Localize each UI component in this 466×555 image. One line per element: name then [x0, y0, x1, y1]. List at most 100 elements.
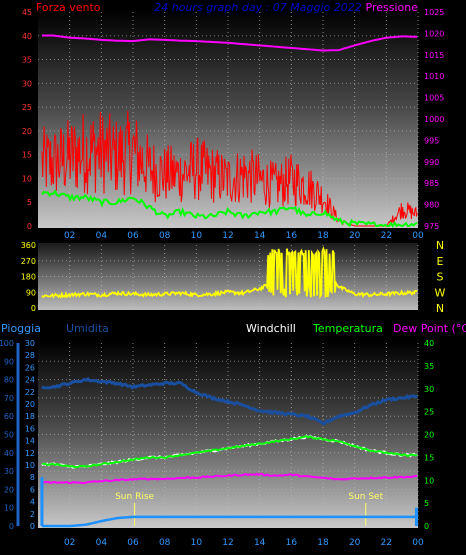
- sun-markers: Sun Rise Sun Set: [115, 492, 384, 526]
- wind-axis-title: Forza vento: [36, 1, 101, 14]
- pressure-axis-tick-label: 1005: [424, 94, 444, 103]
- temperature-axis: 0 5 10 15 20 25 30 35 40: [424, 339, 434, 531]
- humidity-label: Umidita: [66, 322, 109, 335]
- temperature-axis-tick-label: 20: [424, 431, 434, 440]
- p3-x-tick-label: 18: [317, 538, 329, 548]
- temperature-axis-tick-label: 5: [424, 499, 429, 508]
- compass-label: N: [436, 302, 444, 315]
- wind-direction-grid: [38, 245, 419, 308]
- wind-axis-tick-label: 0: [27, 222, 32, 231]
- temperature-axis-tick-label: 10: [424, 476, 434, 485]
- dewpoint-label: Dew Point (°C): [393, 322, 466, 335]
- p3-x-tick-label: 20: [349, 538, 361, 548]
- wind-axis-tick-label: 25: [22, 103, 32, 112]
- p1-x-tick-label: 08: [159, 231, 171, 241]
- pressure-axis-tick-label: 985: [424, 179, 439, 188]
- p1-x-tick-label: 16: [286, 231, 298, 241]
- p3-x-tick-label: 16: [286, 538, 298, 548]
- p1-x-tick-label: 12: [222, 231, 233, 241]
- rain-label: Pioggia: [1, 322, 41, 335]
- pressure-axis: 975 980 985 990 995 1000 1005 1010 1015 1020 1025: [424, 8, 444, 231]
- pressure-axis-tick-label: 1015: [424, 51, 444, 60]
- weather-series: [40, 377, 418, 528]
- pressure-axis-tick-label: 995: [424, 136, 439, 145]
- temperature-label: Temperatura: [312, 322, 383, 335]
- humidity-axis-tick-label: 10: [4, 504, 14, 513]
- rain-axis-tick-label: 22: [25, 388, 35, 397]
- weather-grid: [38, 343, 419, 526]
- direction-axis-tick-label: 270: [21, 257, 36, 266]
- chart-title: 24 hours graph day : 07 Maggio 2022: [154, 1, 362, 14]
- wind-axis-tick-label: 10: [22, 174, 32, 183]
- rain-line: [42, 515, 418, 528]
- wind-direction-axis: 0 90 180 270 360: [21, 241, 36, 313]
- windchill-label: Windchill: [246, 322, 296, 335]
- wind-axis-tick-label: 35: [22, 56, 32, 65]
- compass-label: N: [436, 239, 444, 252]
- compass-label: S: [437, 271, 444, 284]
- p3-x-tick-label: 00: [412, 538, 424, 548]
- temperature-axis-tick-label: 0: [424, 522, 429, 531]
- sunrise-label: Sun Rise: [115, 492, 154, 502]
- rain-axis-tick-label: 26: [25, 363, 35, 372]
- pressure-axis-tick-label: 1020: [424, 29, 444, 38]
- p1-x-tick-label: 18: [317, 231, 329, 241]
- rain-axis-tick-label: 10: [25, 461, 35, 470]
- pressure-axis-tick-label: 1010: [424, 72, 444, 81]
- wind-axis-tick-label: 20: [22, 127, 32, 136]
- rain-axis-tick-label: 16: [25, 424, 35, 433]
- humidity-axis-tick-label: 20: [4, 485, 14, 494]
- pressure-axis-tick-label: 980: [424, 201, 439, 210]
- humidity-axis-tick-label: 80: [4, 376, 14, 385]
- p3-x-tick-label: 10: [191, 538, 203, 548]
- wind-direction-line: [41, 246, 418, 300]
- temperature-axis-tick-label: 25: [424, 408, 434, 417]
- pressure-axis-tick-label: 975: [424, 222, 439, 231]
- humidity-axis-tick-label: 50: [4, 431, 14, 440]
- p1-x-tick-label: 06: [127, 231, 139, 241]
- humidity-axis-tick-label: 70: [4, 394, 14, 403]
- dewpoint-line: [41, 472, 418, 485]
- p1-x-tick-label: 22: [381, 231, 392, 241]
- compass-label: W: [435, 286, 446, 299]
- temperature-axis-tick-label: 30: [424, 385, 434, 394]
- pressure-axis-title: Pressione: [366, 1, 419, 14]
- rain-axis: 0 10 20 30 40 50 60 70 80 90 100: [0, 339, 20, 531]
- pressure-axis-tick-label: 1000: [424, 115, 444, 124]
- p3-x-tick-label: 06: [127, 538, 139, 548]
- rain-axis-tick-label: 4: [30, 498, 35, 507]
- p1-x-tick-label: 10: [191, 231, 203, 241]
- wind-speed-axis: 0 5 10 15 20 25 30 35 40 45: [22, 8, 32, 231]
- rain-axis-tick-label: 0: [30, 522, 35, 531]
- humidity-axis-tick-label: 100: [0, 339, 14, 348]
- wind-axis-tick-label: 40: [22, 32, 32, 41]
- rain-axis-tick-label: 8: [30, 473, 35, 482]
- compass-label: E: [437, 255, 444, 268]
- humidity-axis-tick-label: 40: [4, 449, 14, 458]
- pressure-line: [42, 34, 418, 52]
- p1-x-tick-label: 04: [96, 231, 108, 241]
- weather-x-axis: 02 04 06 08 10 12 14 16 18 20 22 00: [64, 538, 424, 548]
- p1-x-tick-label: 02: [64, 231, 75, 241]
- p1-x-tick-label: 00: [412, 231, 424, 241]
- wind-axis-tick-label: 15: [22, 151, 32, 160]
- rain-axis-tick-label: 2: [30, 510, 35, 519]
- humidity-axis-tick-label: 0: [9, 522, 14, 531]
- p3-x-tick-label: 04: [96, 538, 108, 548]
- temperature-axis-tick-label: 40: [424, 339, 434, 348]
- direction-axis-tick-label: 0: [31, 304, 36, 313]
- rain-axis-tick-label: 28: [25, 351, 35, 360]
- direction-axis-tick-label: 180: [21, 273, 36, 282]
- p3-x-tick-label: 22: [381, 538, 392, 548]
- pressure-axis-tick-label: 1025: [424, 8, 444, 17]
- wind-axis-tick-label: 45: [22, 8, 32, 17]
- p3-x-tick-label: 02: [64, 538, 75, 548]
- humidity-line: [41, 377, 418, 426]
- wind-pressure-x-axis: 02 04 06 08 10 12 14 16 18 20 22 00: [64, 231, 424, 241]
- p1-x-tick-label: 14: [254, 231, 266, 241]
- temperature-line: [41, 435, 418, 469]
